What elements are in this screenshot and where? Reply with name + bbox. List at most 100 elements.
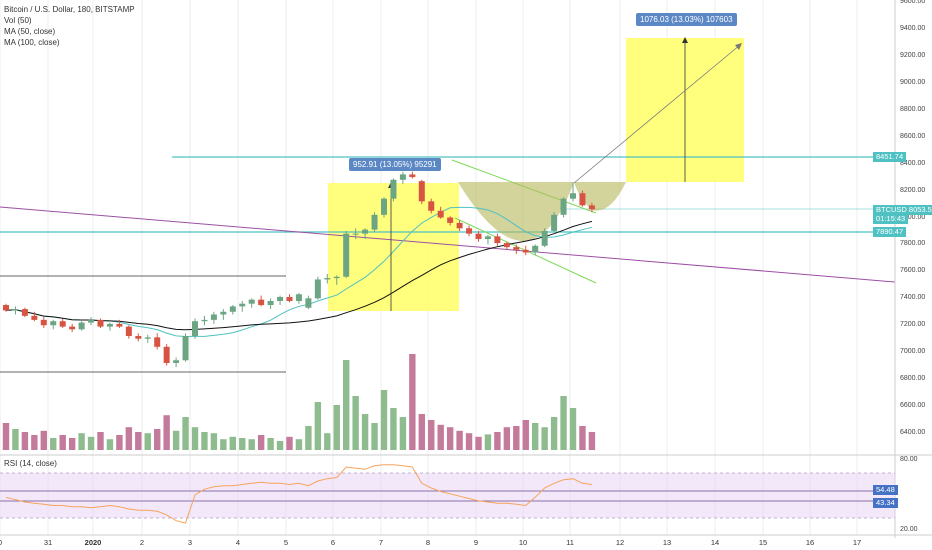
volume-bar [314,402,322,450]
volume-bar [456,430,463,450]
candle-body [522,249,529,253]
candle-body [560,198,567,215]
price-axis-label: 8400.00 [900,159,926,167]
volume-bar [248,439,255,450]
candle-body [277,296,284,302]
volume-bar [87,436,95,450]
candle-body [466,228,473,234]
time-axis-label: 13 [662,538,672,547]
ma50-indicator-label[interactable]: MA (50, close) [4,27,56,36]
symbol-title[interactable]: Bitcoin / U.S. Dollar, 180, BITSTAMP [4,5,135,14]
time-axis-label: 4 [235,538,241,547]
projection-line[interactable] [573,44,741,184]
time-axis-label: 0 [0,538,2,547]
volume-bar [2,423,10,450]
price-axis-label: 9600.00 [900,0,926,5]
candle-body [239,303,246,307]
rsi-line[interactable] [5,464,592,524]
candle-body [305,298,312,308]
candle-body [3,305,9,311]
candle-body [173,360,180,363]
candle-body [418,181,425,202]
volume-bar [210,433,218,450]
volume-bar [163,415,170,450]
volume-indicator-label[interactable]: Vol (50) [4,16,32,25]
volume-bar [503,427,511,450]
ma-100-line[interactable] [5,220,593,331]
measure-label-left: 952.91 (13.05%) 95291 [349,158,441,171]
candle-body [362,229,369,234]
volume-bar [465,433,473,450]
time-axis-label: 17 [852,538,862,547]
price-tag-rsi-54: 54.48 [873,484,898,495]
candle-body [503,243,510,248]
candle-body [201,319,208,322]
cup-shape[interactable] [458,182,574,241]
candle-body [78,322,85,330]
time-axis-label: 2 [139,538,145,547]
price-tag-rsi-43: 43.34 [873,497,898,508]
ma100-indicator-label[interactable]: MA (100, close) [4,38,60,47]
price-tag-level-7890: 7890.47 [873,227,907,238]
candle-body [409,174,416,178]
time-axis-label: 14 [710,538,720,547]
candle-body [371,214,378,230]
candle-body [248,299,255,304]
candle-body [40,319,47,326]
candle-body [437,210,444,218]
volume-bar [21,432,29,450]
price-axis-label: 9400.00 [900,24,926,32]
volume-bar [12,429,19,450]
volume-bar [286,436,293,450]
price-axis-label: 8800.00 [900,105,926,113]
candle-body [144,337,151,339]
volume-bar [144,433,151,450]
candle-body [541,230,548,246]
candle-body [475,233,482,240]
candle-body [484,236,491,240]
measure-box-left[interactable] [328,183,459,311]
candle-body [229,306,236,312]
volume-bar [532,423,539,450]
volume-bar [475,436,482,450]
price-axis-label: 7200.00 [900,321,926,329]
volume-bar [172,430,180,450]
time-axis-label: 6 [330,538,336,547]
time-axis-label: 7 [378,538,384,547]
volume-bar [68,438,76,450]
volume-bar [97,432,104,450]
candle-body [31,315,38,320]
trend-line-purple[interactable] [0,206,896,283]
rsi-indicator-label[interactable]: RSI (14, close) [4,459,57,468]
volume-bar [361,414,369,450]
time-axis-label: 3 [187,538,193,547]
price-axis-label: 9000.00 [900,78,926,86]
candle-body [295,294,302,302]
candle-body [286,296,293,302]
volume-bar [106,439,114,450]
candle-body [192,321,198,337]
volume-bar [494,432,501,450]
volume-bar [220,439,227,450]
candle-body [570,193,576,199]
candle-body [220,311,227,315]
time-axis-label: 15 [758,538,768,547]
volume-bar [78,433,85,450]
candle-body [59,321,66,327]
volume-bar [333,405,340,450]
volume-bar [239,438,246,450]
volume-bar [588,432,596,450]
handle-shape[interactable] [574,182,626,211]
time-axis-label: 16 [805,538,815,547]
price-axis-label: 8000.00 [900,213,926,221]
candle-body [381,198,387,215]
price-axis-label: 7400.00 [900,294,926,302]
time-axis-label: 5 [283,538,289,547]
candle-body [532,245,539,253]
candle-body [352,233,359,235]
candle-body [447,217,454,223]
price-axis-label: 7600.00 [900,267,926,275]
candle-body [343,233,350,277]
